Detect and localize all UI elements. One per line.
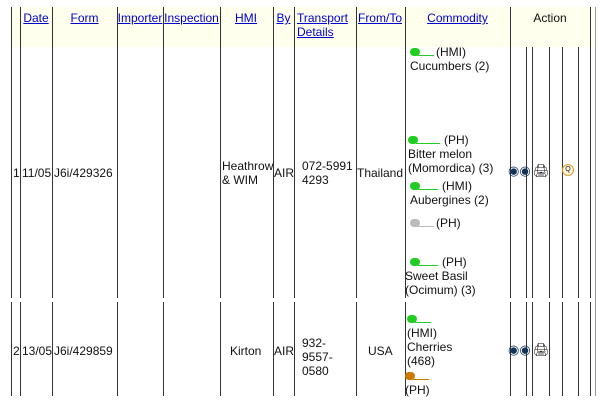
row-by: AIR (274, 166, 295, 180)
column-divider (52, 302, 53, 396)
column-divider (532, 302, 533, 396)
row-hmi: Kirton (230, 344, 262, 358)
status-bulb-icon (410, 258, 442, 267)
column-divider (356, 302, 357, 396)
commodity-item[interactable]: (PH) (410, 216, 461, 230)
view-binoculars-icon[interactable]: ◉◉ (508, 342, 531, 357)
row-date: 13/05 (22, 344, 53, 358)
status-bulb-icon (410, 48, 436, 57)
row-form[interactable]: J6i/429859 (54, 344, 113, 358)
column-divider (11, 302, 12, 396)
header-action: Action (533, 11, 567, 25)
header-importer[interactable]: Importer (117, 11, 163, 25)
header-from-to[interactable]: From/To (357, 11, 402, 25)
row-number: 1 (13, 166, 20, 180)
column-divider (405, 302, 406, 396)
row-form[interactable]: J6i/429326 (54, 166, 113, 180)
column-divider (578, 47, 579, 298)
row-date: 11/05 (22, 166, 52, 180)
row-from-to: USA (368, 344, 393, 358)
commodity-item[interactable]: (HMI) Cherries (468) (407, 312, 457, 368)
column-divider (526, 47, 527, 298)
column-divider (510, 302, 511, 396)
header-hmi[interactable]: HMI (235, 11, 257, 25)
column-divider (294, 302, 295, 396)
column-divider (20, 7, 21, 298)
column-divider (220, 302, 221, 396)
status-bulb-icon (407, 315, 433, 324)
column-divider (578, 302, 579, 396)
commodity-item[interactable]: (HMI) Cucumbers (2) (410, 45, 490, 73)
row-hmi: Heathrow & WIM (222, 159, 274, 187)
commodity-item[interactable]: (PH) Bitter melon (Momordica) (3) (408, 133, 494, 175)
table-right-edge (595, 7, 596, 396)
query-icon[interactable]: Q (562, 164, 574, 176)
header-date[interactable]: Date (23, 11, 49, 25)
column-divider (549, 47, 550, 298)
row-from-to: Thailand (357, 166, 404, 180)
column-divider (117, 302, 118, 396)
row-number: 2 (13, 344, 20, 358)
column-divider (405, 7, 406, 298)
column-divider (590, 302, 591, 396)
header-form[interactable]: Form (70, 11, 99, 25)
column-divider (163, 7, 164, 298)
commodity-item[interactable]: (HMI) Aubergines (2) (410, 179, 489, 207)
row-transport: 932-9557-0580 (302, 336, 333, 378)
column-divider (20, 302, 21, 396)
status-bulb-icon (410, 219, 436, 228)
column-divider (590, 7, 591, 298)
view-binoculars-icon[interactable]: ◉◉ (508, 163, 531, 178)
commodity-item[interactable]: (PH) Sweet Basil (Ocimum) (3) (405, 255, 476, 297)
table-header (11, 7, 596, 47)
column-divider (11, 7, 12, 298)
row-by: AIR (274, 344, 295, 358)
print-icon[interactable]: 🖨 (533, 163, 550, 178)
header-transport-details[interactable]: Transport Details (297, 11, 348, 39)
commodity-item[interactable]: (PH) (405, 369, 431, 397)
header-inspection[interactable]: Inspection (164, 11, 219, 25)
column-divider (526, 302, 527, 396)
status-bulb-icon (408, 136, 444, 145)
status-bulb-icon (410, 182, 442, 191)
column-divider (510, 7, 511, 298)
column-divider (273, 7, 274, 298)
column-divider (273, 302, 274, 396)
header-by[interactable]: By (276, 11, 291, 25)
column-divider (532, 47, 533, 298)
column-divider (163, 302, 164, 396)
column-divider (220, 7, 221, 298)
column-divider (52, 7, 53, 298)
column-divider (562, 302, 563, 396)
column-divider (549, 302, 550, 396)
print-icon[interactable]: 🖨 (533, 342, 550, 357)
row-transport: 072-59914293 (302, 159, 353, 187)
status-bulb-icon (405, 372, 431, 381)
column-divider (356, 7, 357, 298)
header-commodity[interactable]: Commodity (427, 11, 488, 25)
column-divider (117, 7, 118, 298)
column-divider (294, 7, 295, 298)
